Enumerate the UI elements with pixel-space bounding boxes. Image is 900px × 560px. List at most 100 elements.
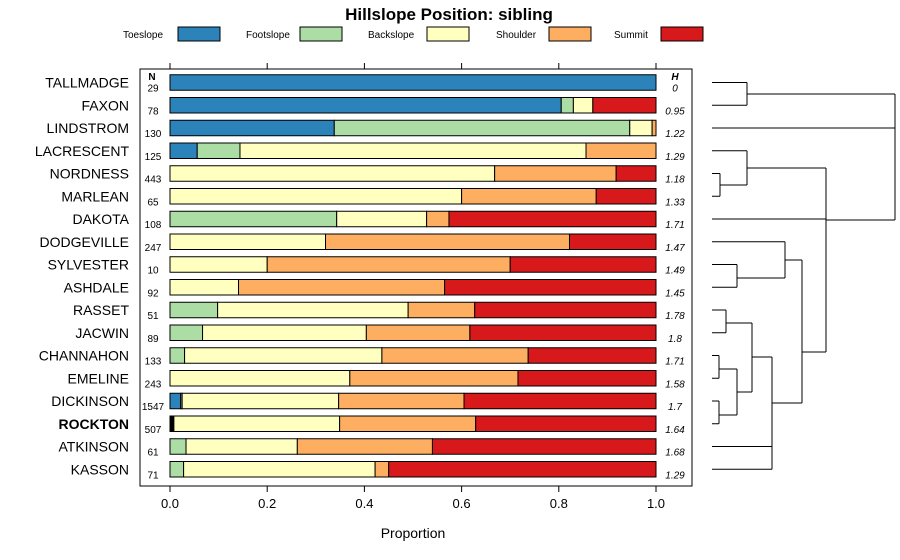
legend-swatch-footslope	[299, 26, 343, 42]
bar-dakota-summit	[448, 210, 657, 228]
row-n-channahon: 133	[145, 357, 162, 368]
row-h-lacrescent: 1.29	[665, 152, 685, 163]
bar-dakota-shoulder	[426, 210, 450, 228]
row-h-dakota: 1.71	[665, 220, 684, 231]
bar-jacwin-backslope	[202, 324, 367, 341]
row-h-emeline: 1.58	[665, 379, 685, 390]
legend-label-footslope: Footslope	[246, 30, 290, 41]
bar-dodgeville-backslope	[169, 233, 327, 250]
row-n-dodgeville: 247	[145, 243, 162, 254]
bar-emeline-summit	[517, 370, 657, 387]
bar-channahon-footslope	[169, 347, 186, 364]
row-label-dakota: DAKOTA	[72, 211, 129, 227]
row-n-jacwin: 89	[147, 334, 159, 345]
bar-sylvester-summit	[509, 256, 657, 273]
row-label-faxon: FAXON	[82, 97, 129, 113]
bar-marlean-backslope	[169, 188, 463, 205]
bar-dickinson-summit	[463, 392, 657, 410]
bar-nordness-shoulder	[494, 165, 617, 182]
row-h-jacwin: 1.8	[668, 334, 682, 345]
row-h-atkinson: 1.68	[665, 448, 685, 459]
row-n-kasson: 71	[147, 470, 159, 481]
row-n-lindstrom: 130	[145, 129, 162, 140]
row-label-dodgeville: DODGEVILLE	[40, 234, 129, 250]
row-h-dickinson: 1.7	[668, 402, 682, 413]
bar-rasset-footslope	[169, 301, 219, 319]
row-n-rasset: 51	[147, 311, 159, 322]
row-h-ashdale: 1.45	[665, 288, 685, 299]
legend-swatch-summit	[660, 26, 704, 42]
bar-faxon-backslope	[572, 97, 594, 114]
bar-lacrescent-shoulder	[585, 142, 657, 159]
bar-ashdale-shoulder	[238, 279, 446, 296]
bar-lindstrom-backslope	[629, 119, 653, 137]
row-label-lacrescent: LACRESCENT	[35, 143, 130, 159]
bar-kasson-shoulder	[374, 461, 390, 478]
bar-dodgeville-summit	[568, 233, 657, 250]
row-h-sylvester: 1.49	[665, 266, 685, 277]
bar-ashdale-summit	[444, 279, 657, 296]
row-h-faxon: 0.95	[665, 106, 685, 117]
row-n-dakota: 108	[145, 220, 162, 231]
bar-rockton-shoulder	[339, 415, 477, 432]
row-label-rasset: RASSET	[73, 302, 129, 318]
bar-kasson-summit	[388, 461, 657, 478]
bar-tallmadge-toeslope	[169, 74, 657, 91]
bar-faxon-toeslope	[169, 97, 562, 114]
legend-swatch-shoulder	[548, 26, 592, 42]
bar-nordness-summit	[615, 165, 657, 182]
row-n-lacrescent: 125	[145, 152, 162, 163]
row-n-atkinson: 61	[147, 448, 159, 459]
bar-lindstrom-footslope	[333, 119, 631, 137]
dendrogram	[712, 82, 896, 470]
bar-lindstrom-shoulder	[651, 119, 657, 137]
row-n-ashdale: 92	[147, 288, 159, 299]
row-h-nordness: 1.18	[665, 175, 685, 186]
bar-dodgeville-shoulder	[325, 233, 570, 250]
plot-frame	[139, 68, 693, 487]
bar-kasson-footslope	[169, 461, 185, 478]
legend-label-summit: Summit	[614, 30, 648, 41]
row-n-faxon: 78	[147, 106, 159, 117]
bar-dakota-backslope	[336, 210, 428, 228]
row-label-emeline: EMELINE	[68, 370, 129, 386]
bar-sylvester-shoulder	[266, 256, 511, 273]
bar-rockton-toeslope	[169, 415, 175, 432]
legend: Toeslope Footslope Backslope Shoulder Summit	[123, 26, 704, 42]
chart-title: Hillslope Position: sibling	[345, 5, 553, 24]
row-n-dickinson: 1547	[142, 402, 165, 413]
legend-label-shoulder: Shoulder	[496, 30, 537, 41]
row-h-rasset: 1.78	[665, 311, 685, 322]
bar-lacrescent-toeslope	[169, 142, 198, 159]
bar-rockton-backslope	[173, 415, 341, 432]
bar-jacwin-shoulder	[365, 324, 471, 341]
bar-rasset-summit	[474, 301, 657, 319]
bar-ashdale-backslope	[169, 279, 240, 296]
row-h-marlean: 1.33	[665, 197, 685, 208]
bar-dakota-footslope	[169, 210, 338, 228]
row-h-rockton: 1.64	[665, 425, 685, 436]
bar-dickinson-toeslope	[169, 392, 182, 410]
row-n-marlean: 65	[147, 197, 159, 208]
row-label-rockton: ROCKTON	[58, 416, 129, 432]
bar-dickinson-backslope	[181, 392, 340, 410]
row-label-atkinson: ATKINSON	[58, 439, 129, 455]
row-label-dickinson: DICKINSON	[51, 393, 129, 409]
x-tick-label-1: 0.2	[258, 496, 276, 511]
row-h-kasson: 1.29	[665, 470, 685, 481]
row-h-dodgeville: 1.47	[665, 243, 685, 254]
row-n-nordness: 443	[145, 175, 162, 186]
bar-dickinson-shoulder	[338, 392, 465, 410]
x-tick-label-3: 0.6	[453, 496, 471, 511]
bar-atkinson-footslope	[169, 438, 187, 455]
row-label-ashdale: ASHDALE	[64, 279, 129, 295]
bar-atkinson-backslope	[185, 438, 298, 455]
bar-marlean-shoulder	[461, 188, 597, 205]
bar-atkinson-summit	[431, 438, 657, 455]
bar-lacrescent-footslope	[196, 142, 241, 159]
bar-kasson-backslope	[183, 461, 376, 478]
bar-nordness-backslope	[169, 165, 496, 182]
bar-channahon-backslope	[184, 347, 383, 364]
bar-faxon-summit	[592, 97, 657, 114]
